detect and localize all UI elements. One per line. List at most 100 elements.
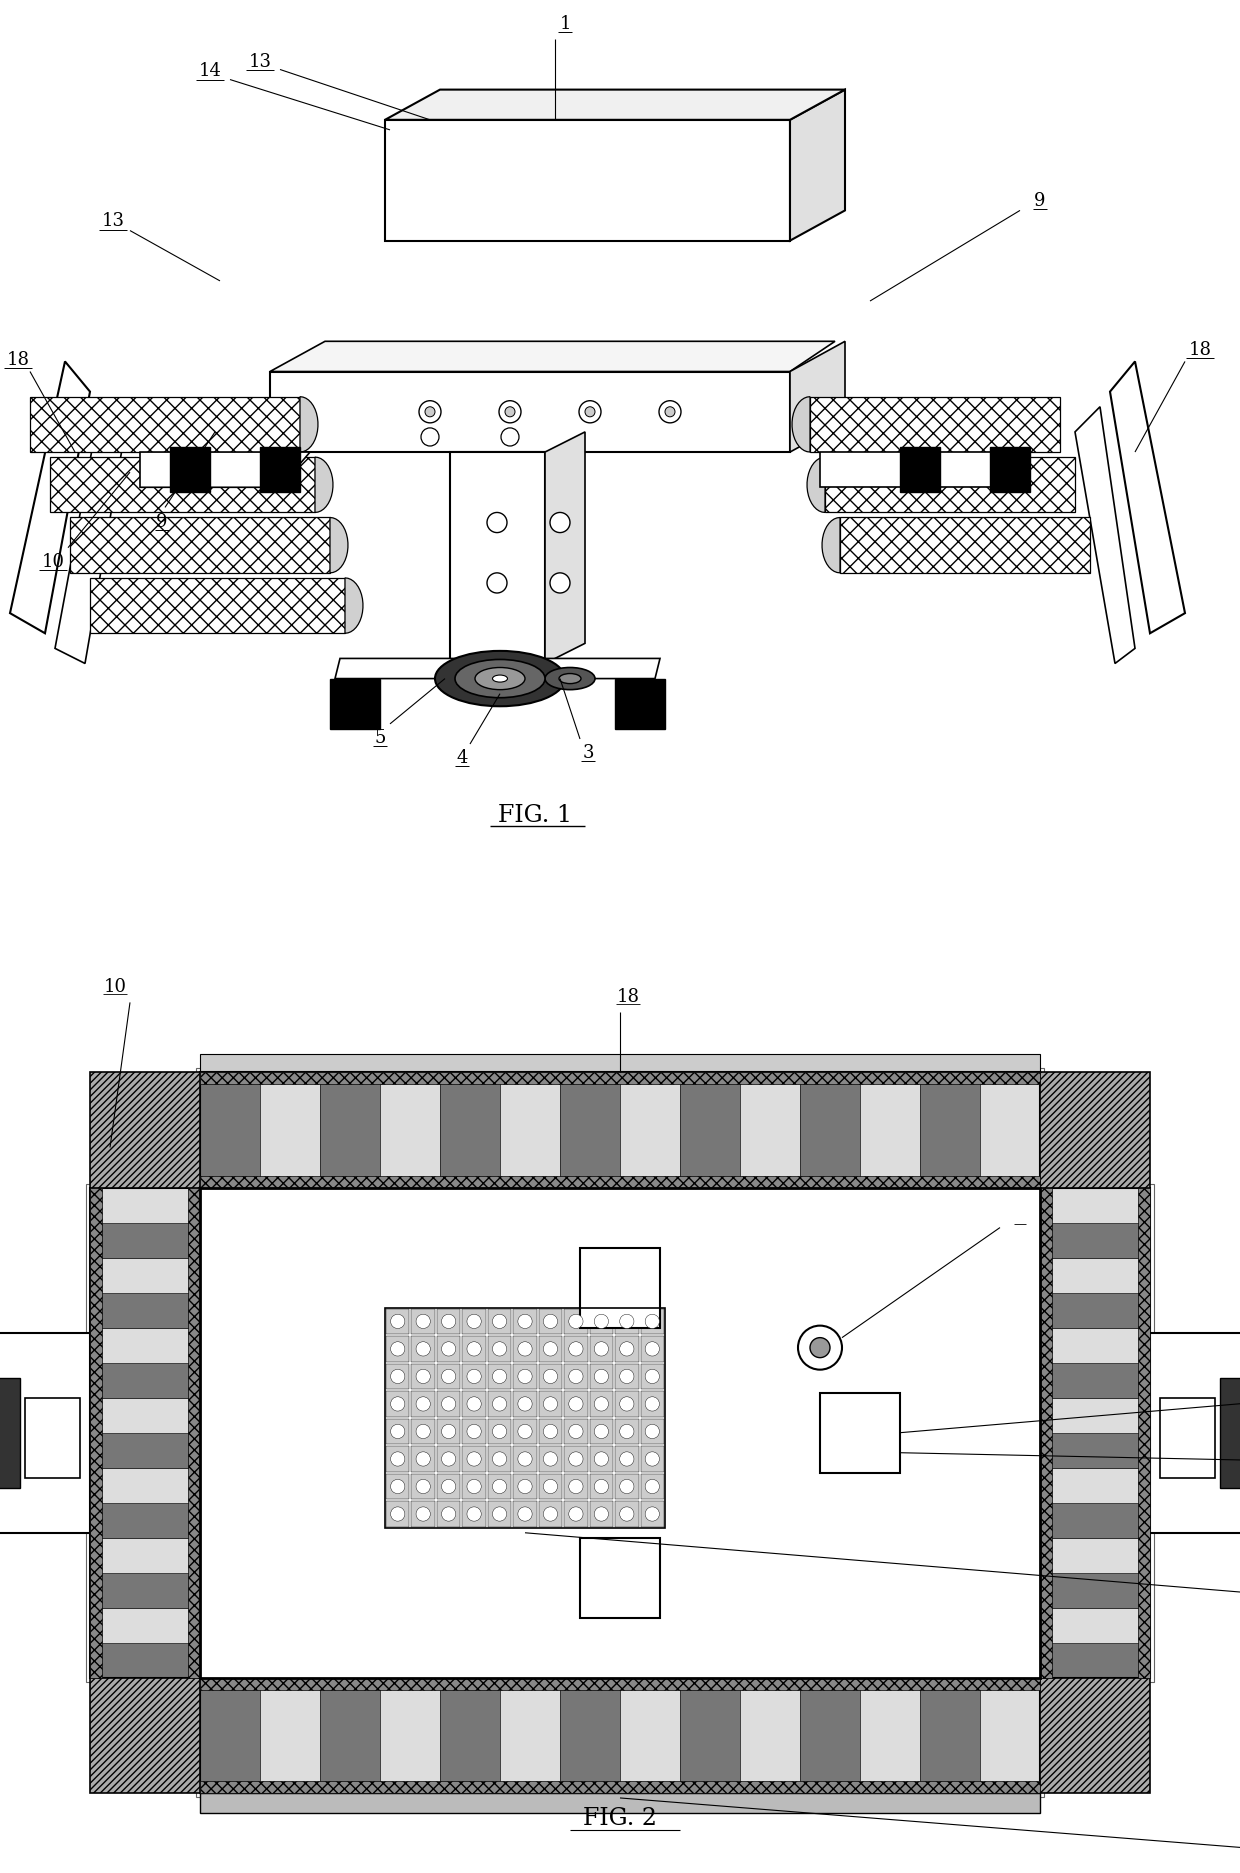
Bar xyxy=(620,1073,680,1187)
Bar xyxy=(200,1054,1040,1073)
Text: 18: 18 xyxy=(6,352,30,369)
Bar xyxy=(91,1187,200,1678)
Polygon shape xyxy=(790,343,844,453)
Polygon shape xyxy=(790,90,844,242)
Circle shape xyxy=(594,1480,609,1495)
Circle shape xyxy=(417,1452,430,1467)
Circle shape xyxy=(551,513,570,534)
Bar xyxy=(740,1073,800,1187)
Bar xyxy=(487,1502,511,1526)
Bar xyxy=(1040,1187,1149,1223)
Bar xyxy=(615,1392,639,1418)
Bar xyxy=(641,1502,663,1526)
Bar xyxy=(86,1184,205,1682)
Bar xyxy=(1159,1397,1215,1478)
Polygon shape xyxy=(300,397,317,453)
Circle shape xyxy=(518,1369,532,1384)
Bar xyxy=(91,1643,200,1678)
Bar xyxy=(386,1502,409,1526)
Bar xyxy=(91,1678,200,1792)
Bar xyxy=(25,1397,81,1478)
Bar xyxy=(1040,1607,1149,1643)
Bar xyxy=(91,1573,200,1607)
Bar xyxy=(580,1538,660,1618)
Bar xyxy=(560,1073,620,1187)
Bar xyxy=(500,1073,560,1187)
Bar xyxy=(91,1468,200,1502)
Circle shape xyxy=(518,1425,532,1438)
Circle shape xyxy=(467,1315,481,1328)
Circle shape xyxy=(594,1508,609,1521)
Circle shape xyxy=(543,1343,558,1356)
Bar xyxy=(487,1420,511,1444)
Bar xyxy=(200,1678,1040,1792)
Circle shape xyxy=(417,1508,430,1521)
Circle shape xyxy=(543,1480,558,1495)
Bar xyxy=(641,1474,663,1500)
Circle shape xyxy=(543,1369,558,1384)
Bar xyxy=(436,1364,460,1390)
Circle shape xyxy=(569,1425,583,1438)
Bar xyxy=(538,1474,562,1500)
Bar xyxy=(800,1073,861,1187)
Bar xyxy=(513,1309,537,1334)
Circle shape xyxy=(441,1369,456,1384)
Circle shape xyxy=(620,1508,634,1521)
Circle shape xyxy=(594,1343,609,1356)
Circle shape xyxy=(441,1425,456,1438)
Bar xyxy=(641,1309,663,1334)
Bar xyxy=(436,1474,460,1500)
Circle shape xyxy=(419,401,441,423)
Text: 9: 9 xyxy=(1034,193,1045,210)
Circle shape xyxy=(518,1315,532,1328)
Circle shape xyxy=(799,1326,842,1369)
Circle shape xyxy=(467,1452,481,1467)
Bar xyxy=(91,1538,200,1573)
Circle shape xyxy=(579,401,601,423)
Bar xyxy=(1040,1468,1149,1502)
Bar xyxy=(641,1446,663,1472)
Bar xyxy=(487,1474,511,1500)
Text: 13: 13 xyxy=(248,54,272,71)
Bar xyxy=(1035,1184,1154,1682)
Bar xyxy=(680,1678,740,1792)
Polygon shape xyxy=(792,397,810,453)
Circle shape xyxy=(620,1343,634,1356)
Bar xyxy=(1040,1259,1149,1292)
Bar xyxy=(920,1678,980,1792)
Circle shape xyxy=(518,1480,532,1495)
Circle shape xyxy=(498,401,521,423)
Bar xyxy=(513,1420,537,1444)
Bar xyxy=(463,1474,486,1500)
Circle shape xyxy=(645,1425,660,1438)
Bar xyxy=(538,1392,562,1418)
Bar xyxy=(463,1337,486,1362)
Bar xyxy=(412,1474,435,1500)
Bar xyxy=(91,1073,200,1187)
Ellipse shape xyxy=(546,669,595,691)
Circle shape xyxy=(620,1369,634,1384)
Bar xyxy=(1040,1073,1149,1187)
Bar xyxy=(487,1446,511,1472)
Text: 5: 5 xyxy=(374,729,386,747)
Circle shape xyxy=(594,1452,609,1467)
Bar xyxy=(564,1364,588,1390)
Bar xyxy=(620,1678,680,1792)
Bar xyxy=(487,1337,511,1362)
Bar xyxy=(980,1678,1040,1792)
Circle shape xyxy=(391,1480,404,1495)
Circle shape xyxy=(569,1480,583,1495)
Circle shape xyxy=(551,573,570,594)
Circle shape xyxy=(417,1397,430,1412)
Bar xyxy=(1220,1379,1240,1487)
Bar xyxy=(412,1309,435,1334)
Bar xyxy=(1040,1538,1149,1573)
Bar xyxy=(386,1364,409,1390)
Circle shape xyxy=(441,1315,456,1328)
Bar xyxy=(560,1678,620,1792)
Bar xyxy=(384,1307,665,1528)
Circle shape xyxy=(645,1397,660,1412)
Circle shape xyxy=(467,1343,481,1356)
Bar xyxy=(920,1073,980,1187)
Circle shape xyxy=(467,1397,481,1412)
